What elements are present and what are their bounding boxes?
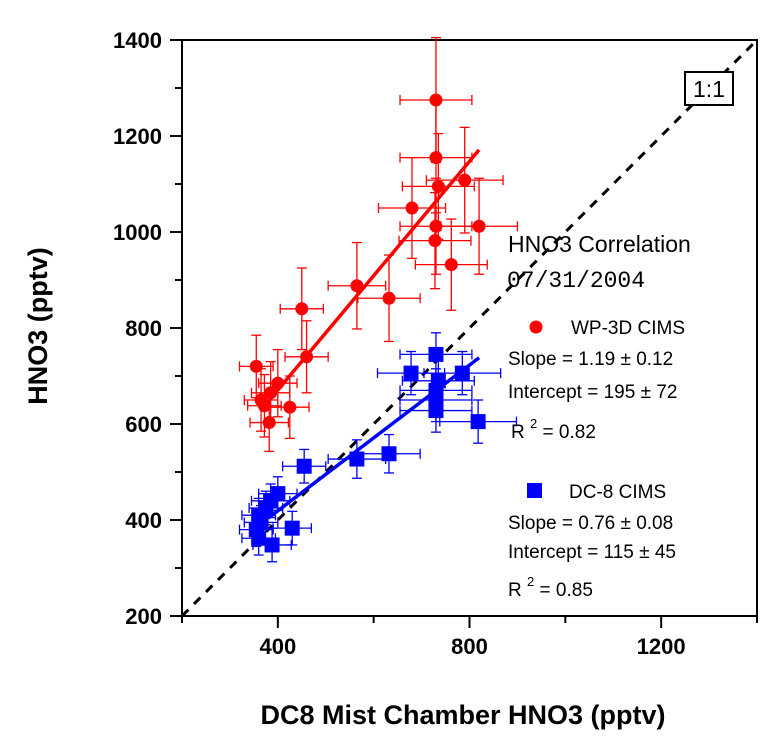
dc8-fit-line [267, 356, 481, 520]
wp3d-point-19 [262, 416, 276, 430]
y-tick-label-1400: 1400 [113, 28, 162, 53]
wp3d-point-18 [283, 400, 297, 414]
dc8-point-9 [349, 451, 365, 467]
legend-marker-dc8 [527, 483, 542, 498]
wp3d-intercept: Intercept = 195 ± 72 [508, 382, 677, 403]
wp3d-point-9 [350, 279, 364, 293]
dc8-point-19 [264, 537, 280, 553]
wp3d-point-11 [295, 302, 309, 316]
wp3d-r2: R 2 = 0.82 [511, 412, 596, 443]
wp3d-r2-sup: 2 [530, 416, 537, 431]
dc8-point-8 [381, 446, 397, 462]
dc8-point-1 [403, 365, 419, 381]
dc8-point-18 [251, 530, 267, 546]
dc8-r2: R 2 = 0.85 [508, 570, 593, 601]
wp3d-point-3 [458, 173, 472, 187]
y-tick-label-400: 400 [125, 508, 162, 533]
wp3d-point-7 [428, 234, 442, 248]
error-bar-layer [238, 36, 519, 563]
x-axis-title: DC8 Mist Chamber HNO3 (pptv) [260, 700, 665, 730]
dc8-point-6 [428, 403, 444, 419]
dc8-r2-value: = 0.85 [540, 580, 593, 601]
x-tick-label-800: 800 [451, 634, 488, 659]
dc8-r2-prefix: R [508, 580, 522, 601]
legend-marker-wp3d [529, 320, 543, 334]
dc8-point-2 [454, 365, 470, 381]
y-tick-label-800: 800 [125, 316, 162, 341]
dc8-point-10 [296, 458, 312, 474]
x-tick-label-400: 400 [259, 634, 296, 659]
one-to-one-label: 1:1 [693, 76, 725, 102]
dc8-point-17 [284, 520, 300, 536]
wp3d-point-0 [429, 93, 443, 107]
y-axis-title: HNO3 (pptv) [23, 247, 53, 405]
x-tick-label-1200: 1200 [637, 634, 686, 659]
one-to-one-label-box [684, 71, 734, 106]
marker-layer [248, 93, 486, 553]
y-tick-label-1000: 1000 [113, 220, 162, 245]
dc8-slope: Slope = 0.76 ± 0.08 [508, 513, 673, 534]
wp3d-fit-line [266, 148, 481, 403]
wp3d-point-12 [300, 350, 314, 364]
y-tick-label-600: 600 [125, 412, 162, 437]
wp3d-point-10 [382, 291, 396, 305]
legend-label-dc8: DC-8 CIMS [569, 482, 666, 503]
wp3d-point-5 [472, 219, 486, 233]
wp3d-point-13 [249, 359, 263, 373]
legend-label-wp3d: WP-3D CIMS [571, 318, 685, 339]
dc8-point-7 [470, 414, 486, 430]
annotation-title: HNO3 Correlation [508, 231, 691, 257]
dc8-intercept: Intercept = 115 ± 45 [508, 542, 676, 563]
y-tick-label-1200: 1200 [113, 124, 162, 149]
wp3d-point-17 [257, 399, 271, 413]
dc8-point-0 [428, 346, 444, 362]
wp3d-r2-prefix: R [511, 422, 525, 443]
wp3d-slope: Slope = 1.19 ± 0.12 [508, 349, 673, 370]
wp3d-point-14 [271, 376, 285, 390]
axis-layer: 400 800 1200 200 400 600 800 1000 1200 1400 [113, 28, 758, 659]
wp3d-point-6 [429, 219, 443, 233]
wp3d-r2-value: = 0.82 [543, 422, 596, 443]
y-tick-label-200: 200 [125, 604, 162, 629]
wp3d-point-15 [264, 386, 278, 400]
wp3d-point-4 [405, 201, 419, 215]
wp3d-point-1 [429, 151, 443, 165]
wp3d-point-2 [431, 179, 445, 193]
annotation-date: 07/31/2004 [507, 268, 645, 294]
dc8-r2-sup: 2 [527, 574, 534, 589]
wp3d-point-8 [444, 258, 458, 272]
